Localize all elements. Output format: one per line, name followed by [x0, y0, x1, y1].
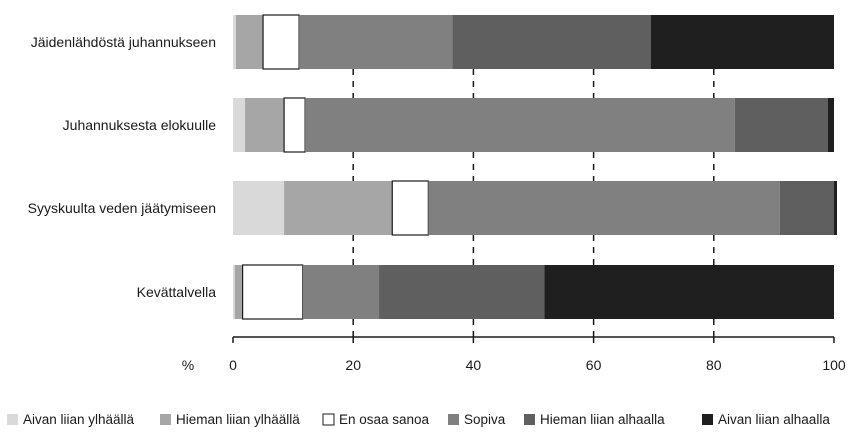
x-tick-label: 60	[586, 357, 602, 373]
bar-segment	[391, 180, 429, 236]
legend-label: Hieman liian alhaalla	[540, 412, 665, 427]
bar-segment	[305, 98, 735, 152]
bar-segment	[233, 98, 246, 152]
bar-segment	[284, 181, 393, 235]
x-tick-label: 20	[345, 357, 361, 373]
bar-segment	[262, 14, 300, 70]
bar-segment	[452, 15, 651, 69]
bar-segment	[302, 265, 380, 319]
bar-segment	[233, 15, 237, 69]
bar-segment	[233, 265, 235, 319]
legend-swatch	[524, 414, 535, 425]
bar-segment	[779, 181, 834, 235]
bar-segment	[650, 15, 834, 69]
category-labels: Jäidenlähdöstä juhannukseen Juhannuksesta…	[28, 34, 217, 300]
bars	[233, 14, 838, 320]
legend-swatch	[702, 414, 713, 425]
category-label: Syyskuulta veden jäätymiseen	[28, 200, 216, 216]
bar-segment	[734, 98, 828, 152]
category-label: Jäidenlähdöstä juhannukseen	[31, 34, 216, 50]
bar-segment	[379, 265, 545, 319]
grid-lines	[352, 69, 715, 337]
legend-label: Sopiva	[464, 412, 506, 427]
bar-segment	[834, 181, 838, 235]
bar-segment	[544, 265, 834, 319]
bar-segment	[283, 97, 306, 153]
x-tick-label: 0	[229, 357, 237, 373]
category-label: Juhannuksesta elokuulle	[63, 117, 217, 133]
legend-swatch	[160, 414, 171, 425]
legend-label: Aivan liian alhaalla	[718, 412, 830, 427]
legend-swatch	[322, 413, 335, 426]
x-tick-label: 100	[822, 357, 846, 373]
bar-segment	[236, 15, 264, 69]
legend-swatch	[7, 414, 18, 425]
bar-segment	[233, 181, 285, 235]
bar-segment	[242, 264, 304, 320]
legend-label: En osaa sanoa	[339, 412, 430, 427]
bar-segment	[245, 98, 285, 152]
legend-swatch	[448, 414, 459, 425]
x-axis-ticks: 0 20 40 60 80 100	[229, 337, 846, 373]
legend-label: Aivan liian ylhäällä	[23, 412, 135, 427]
bar-segment	[428, 181, 780, 235]
legend-label: Hieman liian ylhäällä	[176, 412, 300, 427]
x-tick-label: 40	[466, 357, 482, 373]
bar-segment	[827, 98, 834, 152]
x-tick-label: 80	[706, 357, 722, 373]
category-label: Kevättalvella	[137, 284, 217, 300]
x-axis-unit-label: %	[182, 357, 194, 373]
bar-segment	[234, 265, 243, 319]
bar-segment	[299, 15, 453, 69]
legend: Aivan liian ylhäällä Hieman liian ylhääll…	[7, 412, 830, 427]
